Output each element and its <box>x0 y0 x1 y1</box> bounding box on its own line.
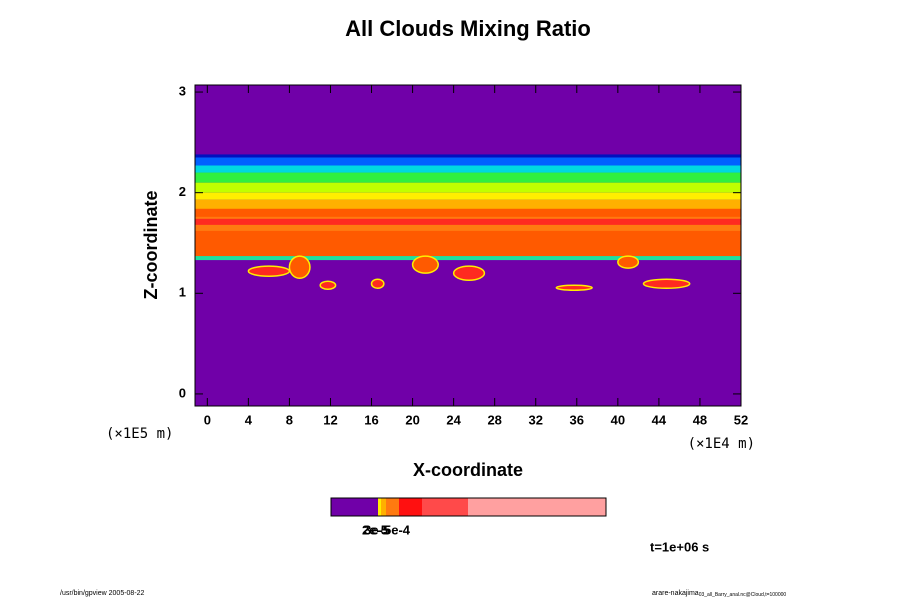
contour-layer <box>195 199 741 209</box>
y-tick-label: 0 <box>179 385 186 400</box>
x-tick-label: 20 <box>405 412 419 427</box>
contour-blob <box>452 265 486 281</box>
chart-title: All Clouds Mixing Ratio <box>345 16 591 41</box>
y-tick-label: 3 <box>179 83 186 98</box>
contour-layer <box>195 157 741 166</box>
contour-blob <box>247 265 291 277</box>
x-tick-label: 16 <box>364 412 378 427</box>
plot-frame <box>194 84 742 407</box>
y-axis-label: Z-coordinate <box>141 190 161 299</box>
contour-blob <box>288 255 311 279</box>
contour-layer <box>195 253 741 261</box>
x-tick-label: 4 <box>245 412 253 427</box>
contour-layer <box>195 182 741 193</box>
footer-right: arare-nakajima03_all_Barry_anal.nc@Cloud… <box>652 590 786 598</box>
contour-blob <box>370 278 385 290</box>
x-tick-label: 28 <box>487 412 501 427</box>
y-tick-label: 2 <box>179 184 186 199</box>
x-tick-label: 52 <box>734 412 748 427</box>
colorbar-label: 5e-4 <box>384 522 411 537</box>
plot-area <box>195 85 741 406</box>
colorbar-segment <box>331 498 378 516</box>
contour-blob <box>411 255 439 274</box>
contour-layer <box>195 218 741 225</box>
contour-layer <box>195 165 741 173</box>
contour-blob <box>319 280 337 291</box>
footer-right-main: arare-nakajima <box>652 590 699 597</box>
x-tick-label: 8 <box>286 412 293 427</box>
x-tick-label: 32 <box>529 412 543 427</box>
colorbar-label: 3e-5 <box>364 522 390 537</box>
contour-blob <box>555 284 593 292</box>
contour-layer <box>195 154 741 158</box>
colorbar-label: 2e-5 <box>362 522 388 537</box>
colorbar-segment <box>386 498 399 516</box>
colorbar-segment <box>422 498 468 516</box>
time-label: t=1e+06 s <box>650 539 709 554</box>
y-unit: (×1E5 m) <box>106 426 173 442</box>
x-tick-label: 24 <box>446 412 461 427</box>
y-tick-label: 1 <box>179 285 186 300</box>
x-unit: (×1E4 m) <box>688 436 755 452</box>
colorbar-frame <box>330 497 607 517</box>
footer-right-sub: 03_all_Barry_anal.nc@Cloud,t=100000 <box>699 592 787 598</box>
contour-layer <box>195 192 741 200</box>
contour-blob <box>642 278 691 290</box>
contour-blob <box>617 255 640 269</box>
x-tick-label: 36 <box>570 412 584 427</box>
contour-layer <box>195 172 741 183</box>
colorbar-segment <box>399 498 422 516</box>
footer-left: /usr/bin/gpview 2005-08-22 <box>60 590 145 597</box>
colorbar-segment <box>378 498 381 516</box>
x-tick-label: 48 <box>693 412 707 427</box>
x-axis-label: X-coordinate <box>413 460 523 480</box>
x-tick-label: 44 <box>652 412 667 427</box>
colorbar-segment <box>468 498 606 516</box>
x-tick-label: 40 <box>611 412 625 427</box>
x-tick-label: 0 <box>204 412 211 427</box>
colorbar: 2e-5 3e-5 5e-4 <box>330 497 607 537</box>
colorbar-segment <box>381 498 386 516</box>
x-tick-label: 12 <box>323 412 337 427</box>
